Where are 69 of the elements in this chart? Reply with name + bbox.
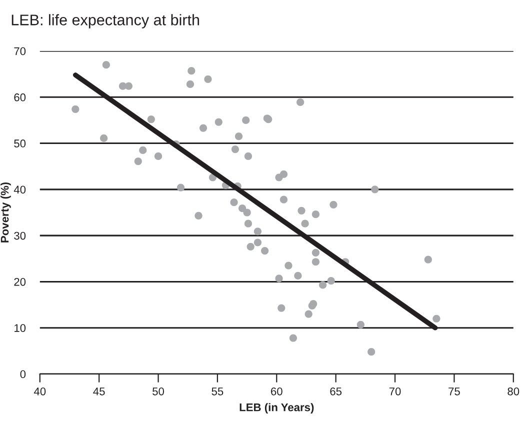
chart-title: LEB: life expectancy at birth [12,14,200,28]
x-tick-label: 70 [389,387,401,396]
point [371,186,379,194]
point [244,220,252,228]
y-tick-label: 70 [14,47,26,56]
x-tick-label: 45 [93,388,105,396]
point [304,310,312,318]
y-tick-label: 30 [14,232,26,240]
point [284,262,292,270]
y-tick-label: 10 [14,324,26,332]
point [243,208,251,216]
point [432,314,440,322]
point [312,210,320,218]
point [134,157,142,166]
y-tick-label: 60 [14,93,26,102]
point [298,206,306,214]
y-tick-label: 20 [14,278,26,286]
point [234,132,243,140]
point [289,334,298,342]
point [176,184,185,192]
point [280,196,288,204]
point [139,146,147,154]
point [278,304,286,312]
point [147,115,155,124]
point [312,248,320,256]
y-tick-label: 0 [20,370,26,378]
point [186,80,194,88]
point [102,61,110,69]
point [280,170,288,178]
point [330,200,338,208]
point [424,256,432,264]
point [154,152,162,160]
x-axis-title: LEB (in Years) [240,403,314,414]
point [275,274,283,282]
point [356,320,364,328]
x-tick-label: 55 [212,388,224,396]
point [312,258,320,266]
point [231,145,240,154]
x-tick-label: 60 [271,387,282,396]
point [294,272,302,280]
point [301,220,309,228]
point [194,212,202,220]
point [230,198,238,206]
point [214,118,222,126]
point [238,204,246,212]
x-tick-label: 75 [448,388,460,396]
point [100,134,108,142]
point [368,348,376,356]
point [254,238,262,246]
point [254,228,262,236]
y-axis-title: Poverty (%) [0,182,11,242]
point [261,246,269,255]
point [124,82,132,90]
point [204,75,212,83]
point [72,105,80,113]
y-tick-label: 40 [14,186,26,194]
point [296,98,304,106]
point [199,124,208,132]
y-tick-label: 50 [14,140,26,148]
point [246,242,254,250]
point [327,276,335,285]
x-tick-label: 50 [152,387,164,396]
point [188,67,196,75]
x-tick-label: 80 [508,387,520,396]
x-tick-label: 65 [330,387,342,396]
point [319,281,327,289]
x-tick-label: 40 [34,387,46,396]
point [244,152,252,160]
point [242,116,250,124]
